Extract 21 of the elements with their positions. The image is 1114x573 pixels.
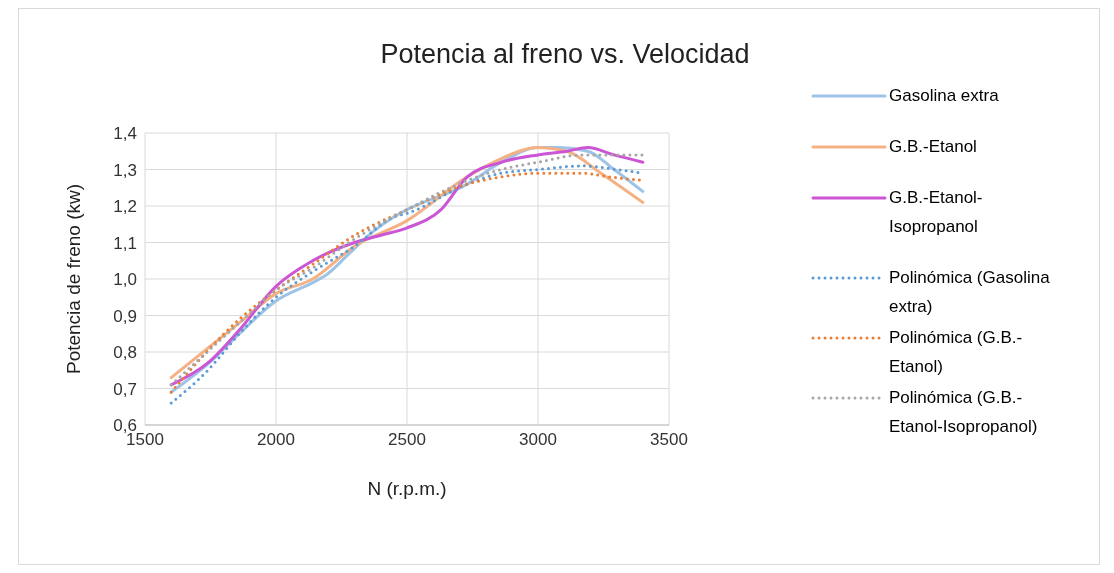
legend-label: Polinómica (G.B.-Etanol-Isopropanol) [889, 387, 1039, 438]
y-tick-label: 0,9 [113, 306, 137, 326]
x-tick-label: 3000 [519, 430, 557, 450]
legend-label: G.B.-Etanol-Isopropanol [889, 187, 984, 238]
y-tick-label: 0,7 [113, 379, 137, 399]
chart-title: Potencia al freno vs. Velocidad [379, 39, 751, 70]
x-tick-label: 2500 [388, 430, 426, 450]
y-tick-label: 1,1 [113, 233, 137, 253]
y-tick-label: 1,4 [113, 124, 137, 144]
legend-label: G.B.-Etanol [889, 136, 978, 158]
legend-label: Gasolina extra [889, 85, 1000, 107]
legend-label: Polinómica (Gasolina extra) [889, 267, 1051, 318]
y-tick-label: 1,2 [113, 197, 137, 217]
x-tick-label: 2000 [257, 430, 295, 450]
y-axis-title: Potencia de freno (kw) [62, 183, 84, 375]
legend-label: Polinómica (G.B.-Etanol) [889, 327, 1024, 378]
y-tick-label: 1,3 [113, 160, 137, 180]
y-tick-label: 1,0 [113, 270, 137, 290]
x-tick-label: 3500 [650, 430, 688, 450]
y-tick-label: 0,8 [113, 343, 137, 363]
x-axis-title: N (r.p.m.) [367, 478, 447, 499]
